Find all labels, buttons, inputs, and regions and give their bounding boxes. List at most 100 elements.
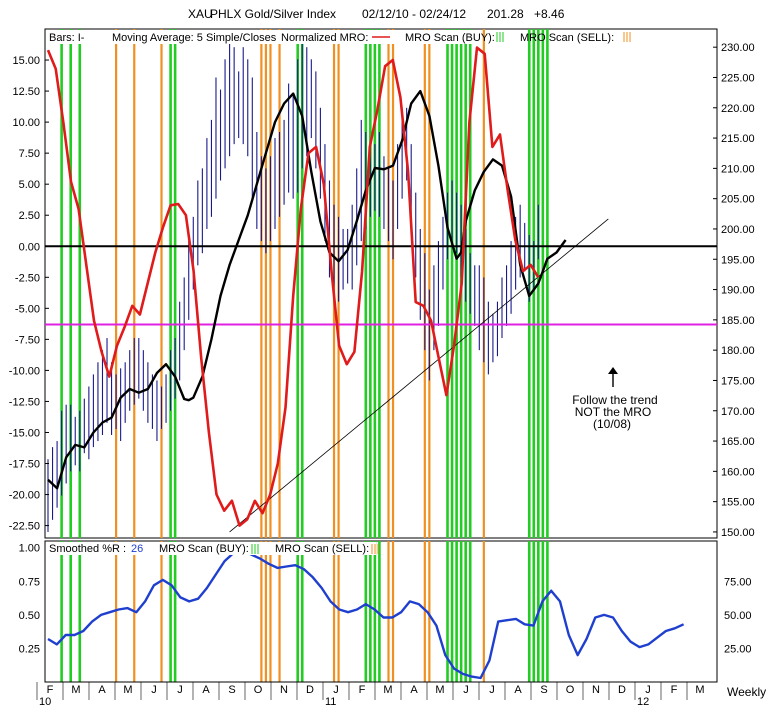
right-tick-label: 215.00 (721, 133, 755, 145)
smoothed-r-path (47, 549, 685, 680)
x-month-label: O (254, 684, 263, 696)
right-tick-label: 155.00 (721, 497, 755, 509)
top-legend-bg (46, 30, 478, 44)
x-month-label: A (202, 684, 210, 696)
timeframe-label: Weekly (727, 685, 766, 699)
legend-r: Smoothed %R : (49, 543, 126, 555)
legend-sell-swatch (623, 32, 631, 42)
header-last: 201.28 (487, 7, 524, 21)
moving-average-line (47, 89, 567, 490)
x-month-label: N (592, 684, 600, 696)
left-tick-label: 12.50 (12, 86, 40, 98)
left-tick-label: 10.00 (12, 117, 40, 129)
right-tick-label: 160.00 (721, 466, 755, 478)
top-left-axis: 15.00 12.50 10.00 7.50 5.00 2.50 0.00 -2.50 -5.0… (9, 55, 49, 533)
header-symbol: XAU (188, 7, 213, 21)
bottom-left-axis: 1.00 0.75 0.50 0.25 (19, 543, 40, 656)
left-tick-label: 5.00 (19, 179, 40, 191)
left-tick-label: 0.00 (19, 241, 40, 253)
bottom-right-tick-label: 25.00 (724, 643, 752, 655)
x-month-label: M (123, 684, 132, 696)
legend-r-sell-swatch (371, 544, 379, 554)
right-tick-label: 180.00 (721, 345, 755, 357)
bottom-right-axis: 75.00 50.00 25.00 (724, 576, 752, 655)
right-tick-label: 225.00 (721, 72, 755, 84)
left-tick-label: -12.50 (9, 396, 40, 408)
legend-ma: Moving Average: 5 Simple/Closes (112, 32, 277, 44)
x-month-label: J (489, 684, 495, 696)
x-axis: F M A M J J A S O N D J F M A M J J A S O N D J F M 10 11 12 (36, 681, 717, 708)
x-year-label: 11 (325, 696, 336, 708)
mro-path (46, 46, 540, 527)
moving-average-path (47, 89, 567, 490)
bottom-right-tick-label: 50.00 (724, 610, 752, 622)
x-month-label: S (540, 684, 547, 696)
x-month-label: F (671, 684, 678, 696)
legend-sell: MRO Scan (SELL): (520, 32, 614, 44)
right-tick-label: 230.00 (721, 42, 755, 54)
legend-r-value: 26 (131, 543, 143, 555)
x-month-label: F (359, 684, 366, 696)
left-tick-label: -17.50 (9, 459, 40, 471)
annotation-line1: Follow the trend (572, 393, 657, 407)
x-month-label: A (98, 684, 106, 696)
top-right-axis: 230.00 225.00 220.00 215.00 210.00 205.00 200.… (713, 42, 755, 539)
x-month-label: D (306, 684, 314, 696)
legend-buy: MRO Scan (BUY): (405, 32, 495, 44)
right-tick-label: 205.00 (721, 194, 755, 206)
bottom-left-tick-label: 0.25 (19, 643, 40, 655)
bottom-legend: Smoothed %R : 26 MRO Scan (BUY): MRO Sca… (46, 542, 379, 555)
x-month-label: M (695, 684, 704, 696)
header-range: 02/12/10 - 02/24/12 (362, 7, 466, 21)
left-tick-label: 15.00 (12, 55, 40, 67)
legend-buy-swatch (496, 32, 504, 42)
bottom-legend-bg (46, 542, 376, 555)
x-month-label: M (383, 684, 392, 696)
right-tick-label: 185.00 (721, 315, 755, 327)
x-month-label: A (410, 684, 418, 696)
bottom-left-tick-label: 0.50 (19, 610, 40, 622)
x-year-label: 12 (637, 696, 649, 708)
left-tick-label: -20.00 (9, 490, 40, 502)
header-change: +8.46 (534, 7, 565, 21)
header-name: PHLX Gold/Silver Index (210, 7, 336, 21)
right-tick-label: 175.00 (721, 375, 755, 387)
left-tick-label: -10.00 (9, 365, 40, 377)
left-tick-label: -2.50 (15, 272, 40, 284)
top-legend: Bars: I- Moving Average: 5 Simple/Closes… (46, 30, 631, 44)
bottom-scan-bars (60, 541, 549, 682)
x-month-label: D (618, 684, 626, 696)
smoothed-r-line (47, 549, 685, 680)
right-tick-label: 170.00 (721, 406, 755, 418)
bottom-left-tick-label: 0.75 (19, 576, 40, 588)
x-month-label: N (280, 684, 288, 696)
x-month-label: J (645, 684, 651, 696)
right-tick-label: 220.00 (721, 103, 755, 115)
trendline-segment (229, 218, 609, 533)
left-tick-label: 2.50 (19, 210, 40, 222)
left-tick-label: -5.00 (15, 303, 40, 315)
bottom-panel-frame (44, 540, 718, 683)
left-tick-label: -7.50 (15, 334, 40, 346)
right-tick-label: 195.00 (721, 254, 755, 266)
right-tick-label: 165.00 (721, 436, 755, 448)
left-tick-label: -22.50 (9, 521, 40, 533)
mro-line (46, 46, 540, 527)
top-panel-frame (44, 28, 718, 539)
trendline (229, 218, 609, 533)
x-month-label: J (151, 684, 157, 696)
x-month-label: A (514, 684, 522, 696)
x-month-label: J (463, 684, 469, 696)
x-month-label: F (47, 684, 54, 696)
left-tick-label: 7.50 (19, 148, 40, 160)
x-year-label: 10 (39, 696, 51, 708)
right-tick-label: 150.00 (721, 527, 755, 539)
bottom-left-tick-label: 1.00 (19, 543, 40, 555)
trend-annotation: Follow the trend NOT the MRO (10/08) (572, 367, 658, 431)
left-tick-label: -15.00 (9, 427, 40, 439)
x-month-label: M (435, 684, 444, 696)
x-month-label: O (566, 684, 575, 696)
annotation-line3: (10/08) (593, 417, 631, 431)
right-tick-label: 190.00 (721, 285, 755, 297)
